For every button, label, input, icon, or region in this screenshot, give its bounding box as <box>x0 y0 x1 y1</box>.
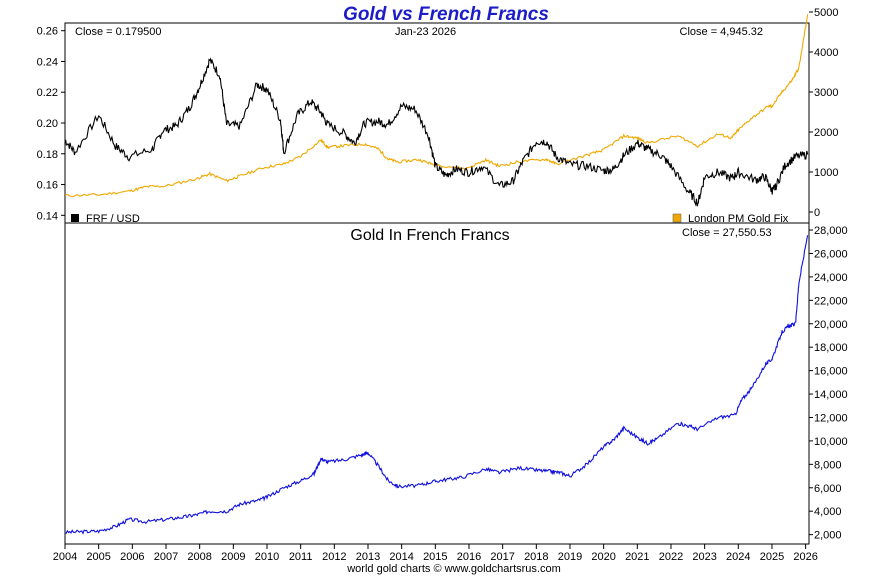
bottom-panel-frame <box>64 222 810 545</box>
bottom-right-tick-label: 24,000 <box>814 272 848 284</box>
left-tick-label: 0.18 <box>37 149 58 161</box>
x-tick-label: 2026 <box>793 551 817 563</box>
chart-title: Gold vs French Francs <box>343 4 549 25</box>
left-tick-label: 0.16 <box>37 180 58 192</box>
bottom-right-tick-label: 14,000 <box>814 389 848 401</box>
x-tick-label: 2015 <box>423 551 447 563</box>
x-tick-label: 2025 <box>760 551 784 563</box>
x-tick-label: 2023 <box>692 551 716 563</box>
gold-frf-close-label: Close = 27,550.53 <box>682 227 772 239</box>
top-panel-frame <box>64 22 810 224</box>
x-tick-label: 2010 <box>255 551 279 563</box>
x-tick-label: 2019 <box>558 551 582 563</box>
frf-close-label: Close = 0.179500 <box>75 26 162 38</box>
x-tick-label: 2009 <box>221 551 245 563</box>
frf-usd-line <box>64 57 809 207</box>
bottom-right-tick-label: 20,000 <box>814 319 848 331</box>
bottom-right-tick-label: 10,000 <box>814 436 848 448</box>
date-label: Jan-23 2026 <box>395 26 456 38</box>
axis-ticks: 2004 2005 2006 2007 2008 2009 2010 2011 2012 2013… <box>37 7 848 563</box>
gold-usd-line <box>64 14 809 198</box>
x-tick-label: 2017 <box>490 551 514 563</box>
bottom-right-tick-label: 28,000 <box>814 225 848 237</box>
x-tick-label: 2008 <box>187 551 211 563</box>
x-tick-label: 2024 <box>726 551 750 563</box>
x-tick-label: 2012 <box>322 551 346 563</box>
bottom-right-tick-label: 22,000 <box>814 295 848 307</box>
x-tick-label: 2007 <box>154 551 178 563</box>
left-tick-label: 0.24 <box>37 56 58 68</box>
bottom-panel-title: Gold In French Francs <box>350 227 509 244</box>
frf-legend-label: FRF / USD <box>86 213 140 225</box>
right-tick-label: 4000 <box>814 47 838 59</box>
x-tick-label: 2005 <box>86 551 110 563</box>
right-tick-label: 1000 <box>814 167 838 179</box>
gold-legend-swatch <box>672 213 682 223</box>
left-tick-label: 0.14 <box>37 210 58 222</box>
gold-close-label: Close = 4,945.32 <box>680 26 763 38</box>
x-tick-label: 2021 <box>625 551 649 563</box>
x-tick-label: 2006 <box>120 551 144 563</box>
x-tick-label: 2016 <box>457 551 481 563</box>
x-tick-label: 2022 <box>659 551 683 563</box>
x-tick-label: 2014 <box>389 551 413 563</box>
x-tick-label: 2013 <box>356 551 380 563</box>
series-lines <box>64 14 809 535</box>
bottom-right-tick-label: 2,000 <box>814 530 842 542</box>
right-tick-label: 3000 <box>814 87 838 99</box>
frf-legend-swatch <box>71 214 79 222</box>
x-tick-label: 2018 <box>524 551 548 563</box>
bottom-right-tick-label: 4,000 <box>814 506 842 518</box>
bottom-right-tick-label: 12,000 <box>814 412 848 424</box>
bottom-right-tick-label: 26,000 <box>814 248 848 260</box>
left-tick-label: 0.20 <box>37 118 58 130</box>
x-tick-label: 2020 <box>591 551 615 563</box>
bottom-right-tick-label: 18,000 <box>814 342 848 354</box>
gold-in-frf-line <box>64 235 809 535</box>
bottom-right-tick-label: 8,000 <box>814 459 842 471</box>
right-tick-label: 5000 <box>814 7 838 19</box>
left-tick-label: 0.22 <box>37 87 58 99</box>
footer-credit: world gold charts © www.goldchartsrus.co… <box>346 563 561 575</box>
x-tick-label: 2004 <box>53 551 77 563</box>
bottom-right-tick-label: 6,000 <box>814 483 842 495</box>
gold-legend-label: London PM Gold Fix <box>688 213 789 225</box>
bottom-right-tick-label: 16,000 <box>814 366 848 378</box>
left-tick-label: 0.26 <box>37 26 58 38</box>
x-tick-label: 2011 <box>289 551 313 563</box>
right-tick-label: 0 <box>814 207 820 219</box>
right-tick-label: 2000 <box>814 127 838 139</box>
